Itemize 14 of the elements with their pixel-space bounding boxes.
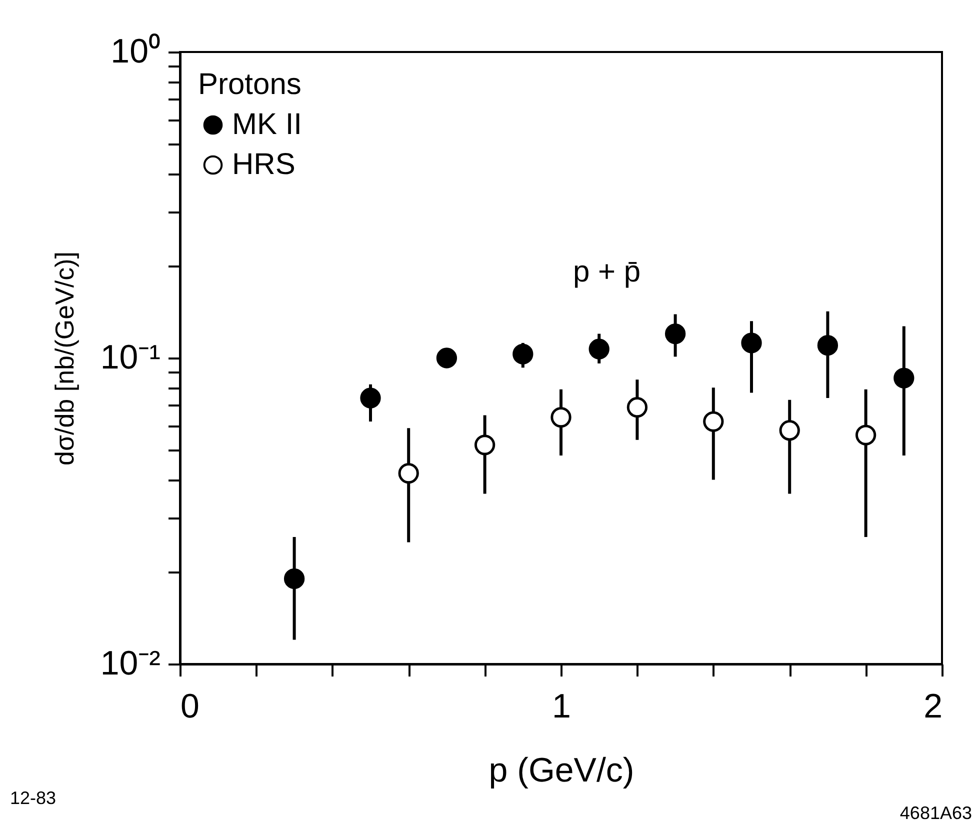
x-axis-title: p (GeV/c) [488, 752, 634, 790]
legend-title: Protons [198, 68, 302, 101]
text: 12-83 [10, 788, 56, 808]
x-tick-label: 2 [924, 688, 942, 726]
y-tick-label: 10⁻² [100, 644, 160, 682]
legend-label: HRS [232, 148, 296, 181]
x-tick-label: 0 [180, 688, 200, 726]
x-tick-label: 1 [552, 688, 571, 726]
y-axis-title: dσ/db [nb/(GeV/c)] [49, 251, 80, 466]
y-tick-label: 10⁻¹ [100, 338, 160, 376]
legend-label: MK II [232, 108, 302, 141]
y-tick-label: 10⁰ [110, 32, 160, 70]
annotation: p + p̄ [572, 255, 640, 288]
text: 4681A63 [900, 803, 972, 823]
